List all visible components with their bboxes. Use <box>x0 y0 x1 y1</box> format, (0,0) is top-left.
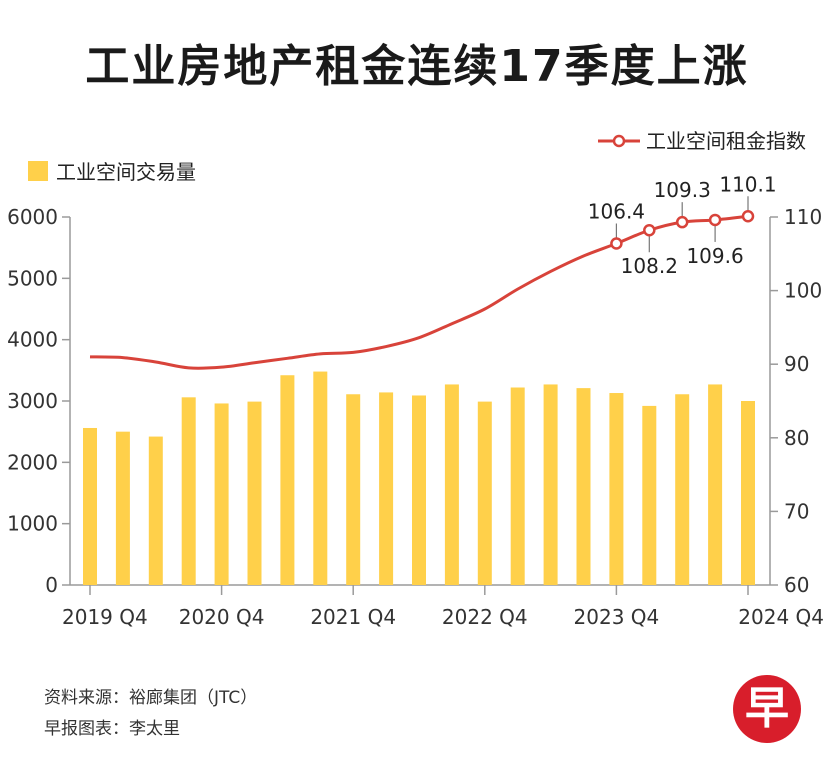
source-line: 资料来源：裕廊集团（JTC） <box>44 688 258 708</box>
bar <box>247 401 262 585</box>
legend-line-label: 工业空间租金指数 <box>646 129 806 153</box>
line-marker <box>643 223 656 237</box>
y-right-tick-label: 70 <box>784 499 809 523</box>
bar <box>477 401 492 585</box>
bar <box>444 384 459 585</box>
data-label: 109.3 <box>654 178 711 202</box>
bar <box>609 393 624 585</box>
bar <box>148 436 163 585</box>
x-tick-label: 2021 Q4 <box>310 605 396 629</box>
bar <box>412 395 426 585</box>
y-right-tick-label: 100 <box>784 279 822 303</box>
bar <box>214 403 229 585</box>
line-marker <box>610 237 623 250</box>
x-tick-label: 2019 Q4 <box>62 605 148 629</box>
axes: 0 1000 2000 3000 4000 5000 6000 60 70 80 90 100 110 2… <box>7 205 824 629</box>
bar <box>741 401 755 585</box>
bar <box>313 371 328 585</box>
y-right-tick-label: 60 <box>784 573 809 597</box>
y-right-tick-label: 90 <box>784 352 809 376</box>
rent-index-line <box>89 214 749 370</box>
x-tick-label: 2020 Q4 <box>179 605 265 629</box>
y-left-tick-label: 0 <box>45 573 58 597</box>
logo-glyph: 早 <box>745 683 789 734</box>
y-left-tick-label: 2000 <box>7 450 58 474</box>
bar <box>708 384 723 585</box>
legend-line-marker <box>612 134 626 148</box>
line-series <box>89 214 749 370</box>
data-label: 106.4 <box>588 199 645 223</box>
data-label: 109.6 <box>686 244 743 268</box>
y-left-tick-label: 3000 <box>7 389 58 413</box>
chart-svg: 工业空间交易量 工业空间租金指数 0 1000 2000 3000 4000 5000 60… <box>7 129 824 629</box>
data-label: 108.2 <box>621 254 678 278</box>
y-left-tick-label: 6000 <box>7 205 58 229</box>
x-tick-label: 2022 Q4 <box>442 605 528 629</box>
y-left-tick-label: 4000 <box>7 328 58 352</box>
bar <box>642 405 657 585</box>
bar <box>181 397 196 585</box>
line-marker <box>675 215 689 229</box>
y-right-tick-label: 110 <box>784 205 822 229</box>
legend-bar-label: 工业空间交易量 <box>56 160 196 184</box>
x-tick-label: 2024 Q4 <box>738 605 824 629</box>
legend: 工业空间交易量 工业空间租金指数 <box>28 129 806 184</box>
bar <box>280 375 295 585</box>
y-right-tick-label: 80 <box>784 426 809 450</box>
source-block: 资料来源：裕廊集团（JTC） 早报图表：李太里 <box>44 683 257 745</box>
legend-bar-swatch <box>28 161 48 181</box>
bar <box>83 427 97 585</box>
y-left-tick-label: 5000 <box>7 266 58 290</box>
bar <box>510 387 525 585</box>
credit-line: 早报图表：李太里 <box>44 719 180 739</box>
line-marker <box>708 213 722 227</box>
chart-title: 工业房地产租金连续17季度上涨 <box>85 41 749 92</box>
bar <box>543 384 558 585</box>
zaobao-logo: 早 <box>733 675 801 743</box>
bar-series <box>83 371 755 585</box>
line-annotations: 106.4 108.2 109.3 109.6 110.1 <box>588 172 777 278</box>
x-tick-label: 2023 Q4 <box>574 605 660 629</box>
bar <box>379 392 394 585</box>
bar <box>115 431 130 585</box>
bar <box>675 394 690 585</box>
bar <box>576 388 591 585</box>
y-left-tick-label: 1000 <box>7 512 58 536</box>
bar <box>346 394 361 585</box>
line-marker <box>741 210 755 223</box>
data-label: 110.1 <box>719 172 776 196</box>
